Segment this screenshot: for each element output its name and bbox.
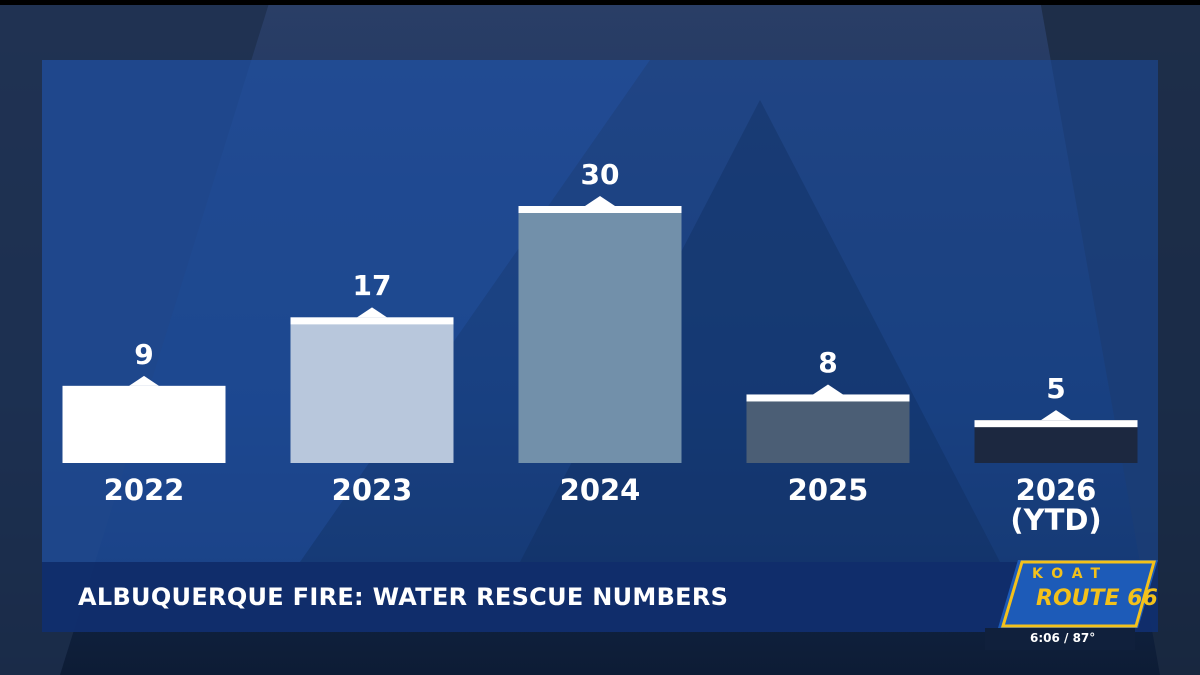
value-label: 5 [1046, 372, 1066, 406]
bar-pointer [813, 384, 843, 395]
bar-cap [974, 420, 1138, 428]
bar-pointer [357, 307, 387, 318]
value-label: 9 [134, 337, 154, 371]
bar [518, 206, 682, 463]
bar [290, 317, 454, 463]
x-tick-label: 2026 (YTD) [1010, 473, 1102, 537]
time-temperature: 6:06 / 87° [1030, 631, 1096, 645]
x-tick-label: 2022 [103, 473, 185, 507]
lower-third-title: ALBUQUERQUE FIRE: WATER RESCUE NUMBERS [78, 583, 729, 611]
logo-brand: ROUTE 66 [1036, 586, 1158, 611]
x-tick-label: 2025 [787, 473, 869, 507]
bar [746, 394, 910, 463]
x-tick-label: 2024 [559, 473, 641, 507]
logo [985, 560, 1158, 650]
value-label: 17 [352, 269, 392, 303]
bar-pointer [129, 375, 159, 386]
value-label: 30 [580, 158, 620, 191]
bar-cap [518, 206, 682, 213]
bar-cap [290, 317, 454, 325]
value-label: 8 [818, 346, 838, 380]
x-tick-label: 2023 [331, 473, 413, 507]
bar-cap [746, 394, 910, 402]
bar [974, 420, 1138, 463]
logo-station: KOAT [1032, 566, 1110, 582]
bar-pointer [1041, 410, 1071, 421]
bar-cap [62, 385, 226, 393]
bar [62, 385, 226, 463]
bar-pointer [585, 196, 615, 206]
